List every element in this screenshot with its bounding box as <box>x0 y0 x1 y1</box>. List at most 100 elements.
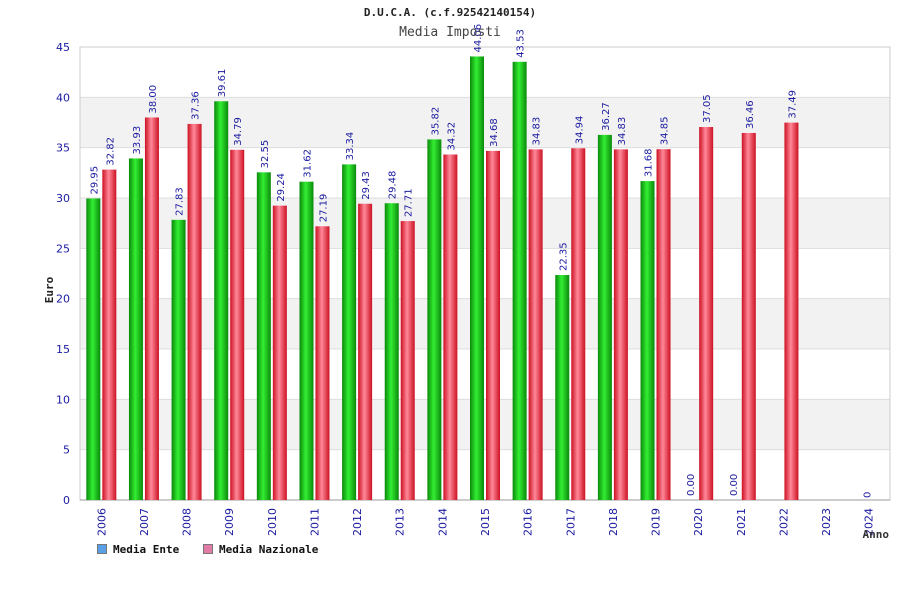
data-label: 29.24 <box>276 173 287 202</box>
y-tick-label: 5 <box>63 444 70 457</box>
legend-label-media-nazionale: Media Nazionale <box>219 543 319 556</box>
bar-media-nazionale <box>528 149 543 501</box>
data-label: 31.68 <box>644 148 655 177</box>
x-tick-label: 2011 <box>308 508 321 536</box>
y-tick-label: 30 <box>56 192 70 205</box>
bar-media-nazionale <box>102 169 117 500</box>
data-label: 37.05 <box>702 94 713 123</box>
legend-swatch-media-ente <box>97 544 107 554</box>
bar-media-nazionale <box>656 149 671 500</box>
y-tick-label: 20 <box>56 293 70 306</box>
bar-media-ente <box>299 181 314 500</box>
data-label: 27.71 <box>404 188 415 217</box>
x-tick-label: 2021 <box>735 508 748 536</box>
x-tick-label: 2010 <box>266 508 279 536</box>
bar-media-nazionale <box>613 149 628 501</box>
data-label: 34.79 <box>233 117 244 146</box>
legend-item-media-ente: Media Ente <box>97 543 179 556</box>
data-label: 0.00 <box>729 474 740 496</box>
bar-media-nazionale <box>699 127 714 500</box>
data-label: 36.46 <box>745 100 756 129</box>
bar-media-ente <box>640 181 655 500</box>
data-label: 43.53 <box>516 29 527 58</box>
data-label: 35.82 <box>430 107 441 136</box>
bar-media-nazionale <box>272 205 287 500</box>
bar-media-ente <box>555 275 570 500</box>
x-tick-label: 2007 <box>138 508 151 536</box>
data-label: 34.85 <box>660 117 671 146</box>
bar-media-nazionale <box>741 132 756 500</box>
data-label: 33.93 <box>132 126 143 155</box>
x-tick-label: 2013 <box>394 508 407 536</box>
y-tick-label: 35 <box>56 142 70 155</box>
x-tick-label: 2016 <box>522 508 535 536</box>
x-tick-label: 2015 <box>479 508 492 536</box>
bar-media-nazionale <box>315 226 330 500</box>
bar-media-ente <box>256 172 271 500</box>
x-tick-label: 2023 <box>820 508 833 536</box>
bar-media-nazionale <box>187 123 202 500</box>
x-tick-label: 2009 <box>223 508 236 536</box>
x-tick-label: 2020 <box>692 508 705 536</box>
bar-media-nazionale <box>486 150 500 500</box>
data-label: 38.00 <box>148 85 159 114</box>
x-tick-label: 2014 <box>436 508 449 536</box>
bar-media-ente <box>214 101 229 500</box>
x-tick-label: 2019 <box>650 508 663 536</box>
y-tick-label: 0 <box>63 494 70 507</box>
data-label: 34.68 <box>489 118 500 147</box>
x-tick-label: 2008 <box>181 508 194 536</box>
bar-media-nazionale <box>443 154 458 500</box>
x-axis-title: Anno <box>863 528 890 541</box>
data-label: 37.36 <box>191 91 202 120</box>
y-tick-label: 15 <box>56 343 70 356</box>
data-label: 0 <box>863 492 874 498</box>
y-tick-label: 40 <box>56 91 70 104</box>
data-label: 27.19 <box>318 194 329 223</box>
bar-media-ente <box>384 203 399 500</box>
legend-swatch-media-nazionale <box>203 544 213 554</box>
bar-media-nazionale <box>144 117 159 500</box>
bar-media-ente <box>470 56 484 500</box>
y-tick-label: 10 <box>56 393 70 406</box>
data-label: 37.49 <box>787 90 798 119</box>
chart-title: D.U.C.A. (c.f.92542140154) <box>363 6 537 19</box>
bar-media-nazionale <box>571 148 586 500</box>
bar-media-ente <box>512 61 527 500</box>
data-label: 27.83 <box>175 187 186 216</box>
data-label: 0.00 <box>686 474 697 496</box>
x-tick-label: 2006 <box>95 508 108 536</box>
legend-item-media-nazionale: Media Nazionale <box>203 543 318 556</box>
x-tick-label: 2012 <box>351 508 364 536</box>
x-tick-label: 2017 <box>564 508 577 536</box>
data-label: 32.55 <box>260 140 271 169</box>
data-label: 31.62 <box>302 149 313 178</box>
data-label: 29.95 <box>89 166 100 195</box>
y-tick-label: 45 <box>56 41 70 54</box>
bar-media-nazionale <box>230 149 245 500</box>
data-label: 34.83 <box>617 117 628 146</box>
data-label: 36.27 <box>601 102 612 131</box>
data-label: 22.35 <box>558 242 569 271</box>
data-label: 34.32 <box>446 122 457 151</box>
x-tick-label: 2022 <box>777 508 790 536</box>
bar-media-nazionale <box>400 221 415 500</box>
bar-media-nazionale <box>784 122 799 500</box>
data-label: 39.61 <box>217 69 228 98</box>
legend-label-media-ente: Media Ente <box>113 543 180 556</box>
x-tick-label: 2018 <box>607 508 620 536</box>
bar-media-ente <box>597 134 612 500</box>
data-label: 33.34 <box>345 132 356 161</box>
data-label: 32.82 <box>105 137 116 166</box>
data-label: 29.48 <box>388 171 399 200</box>
chart-subtitle: Media Imposti <box>399 25 501 40</box>
x-tick-label: 2024 <box>863 508 876 536</box>
bar-media-ente <box>86 198 101 500</box>
y-tick-label: 25 <box>56 242 70 255</box>
bar-media-ente <box>427 139 442 501</box>
data-label: 29.43 <box>361 171 372 200</box>
data-label: 34.94 <box>574 116 585 145</box>
bar-media-ente <box>342 164 357 501</box>
data-label: 34.83 <box>532 117 543 146</box>
